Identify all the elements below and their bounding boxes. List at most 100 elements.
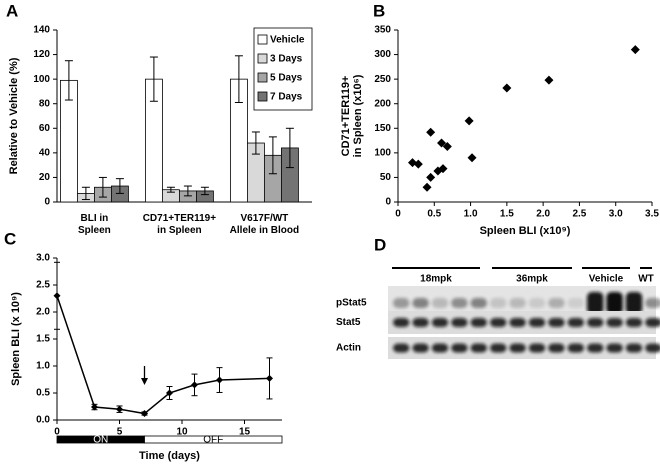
y-tick-label: 40 — [39, 147, 51, 158]
arrow-annotation — [141, 366, 148, 385]
y-axis-title: CD71+TER119+in Spleen (x10⁶) — [340, 74, 364, 157]
blot-band — [528, 318, 546, 327]
panel-label: A — [6, 1, 18, 20]
y-tick-label: 140 — [33, 25, 50, 36]
blot-band — [567, 343, 584, 353]
blot-band — [606, 318, 623, 327]
y-tick-label: 300 — [374, 49, 391, 60]
y-tick-label: 100 — [33, 74, 50, 85]
blot-band — [393, 343, 410, 353]
x-axis-title: Spleen BLI (x10⁹) — [480, 225, 571, 237]
blot-band — [625, 318, 643, 327]
blot-band — [645, 343, 660, 353]
blot-band — [548, 318, 565, 327]
x-tick-label: 1.5 — [500, 209, 514, 220]
row-label: Stat5 — [336, 317, 361, 328]
blot-band — [625, 343, 643, 353]
y-tick-label: 150 — [374, 123, 391, 134]
legend-swatch — [257, 91, 268, 102]
legend-label: 7 Days — [270, 92, 303, 103]
blot-band — [606, 292, 623, 314]
legend-label: 3 Days — [270, 54, 303, 65]
blot-band — [431, 298, 449, 308]
scatter-point — [502, 83, 512, 93]
blot-band — [451, 318, 468, 327]
blot-band — [412, 343, 429, 353]
x-tick-label: 0 — [54, 427, 60, 438]
y-tick-label: 120 — [33, 49, 50, 60]
x-axis-title: Time (days) — [139, 450, 200, 462]
line-point — [216, 376, 223, 384]
blot-band — [509, 343, 526, 353]
blot-band — [528, 298, 546, 308]
y-axis-title: Spleen BLI (x 10⁹) — [10, 292, 22, 386]
y-tick-label: 0.0 — [36, 415, 50, 426]
blot-band — [625, 292, 643, 314]
y-axis-title: Relative to Vehicle (%) — [8, 57, 20, 174]
error-bar — [98, 176, 107, 198]
blot-band — [412, 298, 429, 308]
line-point — [191, 381, 198, 389]
blot-band — [548, 343, 565, 353]
blot-band — [470, 343, 487, 353]
line-point — [166, 389, 173, 397]
y-tick-label: 80 — [39, 98, 51, 109]
y-tick-label: 200 — [374, 98, 391, 109]
blot-band — [451, 298, 468, 308]
x-tick-label: 1.0 — [464, 209, 478, 220]
y-tick-label: 1.0 — [36, 361, 50, 372]
blot-band — [470, 318, 487, 327]
blot-band — [587, 343, 604, 353]
x-tick-label: 3.0 — [609, 209, 623, 220]
scatter-point — [426, 127, 436, 137]
error-bar — [268, 136, 277, 175]
x-tick-label: 15 — [239, 427, 251, 438]
error-bar — [234, 55, 243, 103]
y-tick-label: 350 — [374, 25, 391, 36]
error-bar — [64, 60, 73, 101]
blot-band — [470, 298, 487, 308]
blot-band — [548, 298, 565, 308]
phase-bar — [144, 435, 283, 444]
scatter-point — [422, 182, 432, 192]
error-bar — [115, 178, 124, 194]
blot-band — [645, 298, 660, 308]
y-tick-label: 100 — [374, 147, 391, 158]
x-tick-label: V617F/WT Allele in Blood — [230, 213, 299, 236]
error-bar — [149, 56, 158, 102]
error-bar — [166, 186, 175, 193]
x-tick-label: 3.5 — [645, 209, 659, 220]
blot-band — [606, 343, 623, 353]
group-label: Vehicle — [589, 274, 624, 285]
x-tick-label: 2.0 — [536, 209, 550, 220]
y-tick-label: 0 — [44, 197, 50, 208]
panel-label: C — [4, 229, 16, 248]
blot-band — [645, 318, 660, 327]
blot-band — [509, 298, 526, 308]
blot-band — [490, 318, 507, 327]
y-tick-label: 2.0 — [36, 307, 50, 318]
scatter-point — [413, 159, 423, 169]
scatter-point — [438, 164, 448, 174]
panel-label: B — [373, 1, 385, 20]
blot-band — [587, 318, 604, 327]
y-tick-label: 3.0 — [36, 253, 50, 264]
blot-band — [431, 318, 449, 327]
line-point — [53, 292, 61, 300]
legend-swatch — [257, 53, 268, 64]
group-label: 18mpk — [420, 274, 452, 285]
legend-label: 5 Days — [270, 73, 303, 84]
legend-label: Vehicle — [270, 35, 305, 46]
x-tick-label: 10 — [176, 427, 188, 438]
data-line — [56, 295, 270, 415]
scatter-point — [630, 45, 640, 55]
x-tick-label: 5 — [117, 427, 123, 438]
legend-swatch — [257, 34, 268, 45]
panel-label: D — [374, 235, 386, 254]
y-tick-label: 1.5 — [36, 334, 50, 345]
y-tick-label: 0.5 — [36, 388, 50, 399]
blot-band — [431, 343, 449, 353]
y-tick-label: 0 — [385, 197, 391, 208]
y-tick-label: 250 — [374, 74, 391, 85]
